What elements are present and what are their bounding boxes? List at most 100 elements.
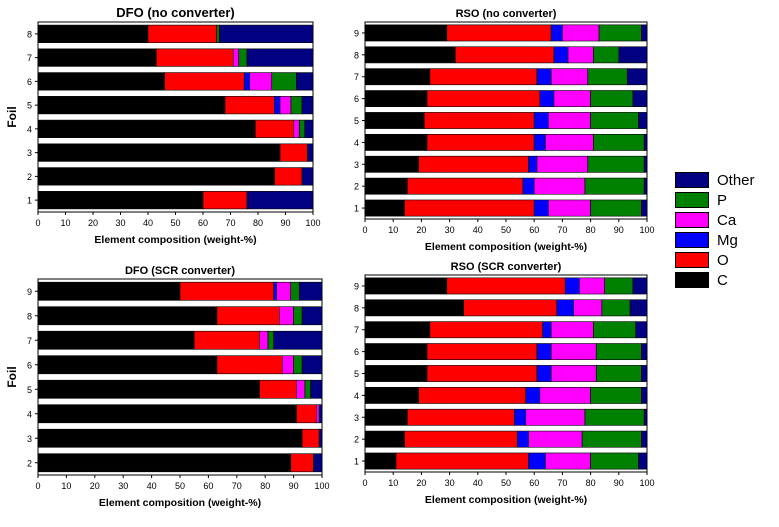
legend-label-other: Other <box>717 171 755 189</box>
bar-segment-mg-foil-1 <box>528 452 546 470</box>
bar-segment-o-foil-1 <box>395 452 529 470</box>
bar-segment-p-foil-5 <box>595 365 642 382</box>
bar-segment-other-foil-7 <box>246 48 314 67</box>
bar-segment-mg-foil-2 <box>522 177 535 195</box>
x-tick-label: 50 <box>501 225 511 235</box>
bar-segment-p-foil-2 <box>581 430 642 448</box>
chart-title: RSO (SCR converter) <box>451 261 562 273</box>
y-tick-label: 8 <box>354 303 359 313</box>
x-tick-label: 70 <box>225 218 235 228</box>
bar-segment-mg-foil-4 <box>533 133 546 151</box>
y-tick-label: 7 <box>354 72 359 82</box>
bar-segment-other-foil-7 <box>635 321 648 339</box>
x-tick-label: 60 <box>529 478 539 488</box>
legend-swatch-p <box>675 192 709 208</box>
bar-segment-mg-foil-9 <box>273 281 277 301</box>
bar-segment-o-foil-8 <box>216 306 280 326</box>
y-tick-label: 6 <box>354 347 359 357</box>
bar-segment-ca-foil-3 <box>536 155 589 173</box>
bar-segment-c-foil-7 <box>364 68 431 86</box>
y-tick-label: 3 <box>354 413 359 423</box>
bar-segment-p-foil-6 <box>590 90 634 108</box>
x-tick-label: 50 <box>501 478 511 488</box>
bar-segment-o-foil-7 <box>193 330 260 350</box>
x-tick-label: 100 <box>639 478 654 488</box>
bar-segment-p-foil-6 <box>271 72 297 91</box>
x-tick-label: 80 <box>260 481 270 491</box>
bar-segment-c-foil-2 <box>37 453 292 473</box>
x-tick-label: 100 <box>305 218 320 228</box>
bar-segment-ca-foil-7 <box>259 330 269 350</box>
bar-segment-mg-foil-7 <box>536 68 552 86</box>
legend-swatch-mg <box>675 232 709 248</box>
bar-segment-c-foil-4 <box>37 404 297 424</box>
bar-segment-p-foil-7 <box>587 68 628 86</box>
bar-segment-c-foil-3 <box>37 428 303 448</box>
bar-segment-p-foil-6 <box>293 355 303 375</box>
bar-segment-other-foil-1 <box>641 199 648 217</box>
bar-segment-o-foil-4 <box>418 386 527 404</box>
bar-segment-other-foil-3 <box>643 155 648 173</box>
bar-segment-other-foil-2 <box>313 453 323 473</box>
bar-segment-p-foil-8 <box>601 299 631 317</box>
bar-segment-o-foil-3 <box>301 428 320 448</box>
bar-segment-o-foil-4 <box>426 133 535 151</box>
y-tick-label: 5 <box>354 369 359 379</box>
bar-segment-other-foil-3 <box>643 408 648 426</box>
bar-segment-o-foil-7 <box>155 48 234 67</box>
y-tick-label: 4 <box>27 409 32 419</box>
legend-item-mg: Mg <box>675 230 738 250</box>
bar-segment-ca-foil-9 <box>276 281 292 301</box>
x-tick-label: 90 <box>280 218 290 228</box>
x-tick-label: 30 <box>115 218 125 228</box>
x-tick-label: 10 <box>61 481 71 491</box>
bar-segment-o-foil-3 <box>406 408 515 426</box>
x-tick-label: 100 <box>314 481 329 491</box>
bar-segment-o-foil-9 <box>446 277 566 295</box>
bar-segment-o-foil-5 <box>224 96 275 115</box>
bar-segment-mg-foil-6 <box>536 343 552 361</box>
bar-segment-o-foil-9 <box>179 281 275 301</box>
bar-segment-c-foil-1 <box>364 452 397 470</box>
bar-segment-o-foil-7 <box>429 68 538 86</box>
x-tick-label: 10 <box>60 218 70 228</box>
bar-segment-ca-foil-2 <box>528 430 583 448</box>
bar-segment-o-foil-8 <box>454 46 555 64</box>
x-tick-label: 20 <box>416 478 426 488</box>
y-tick-label: 1 <box>354 204 359 214</box>
legend-label-c: C <box>717 271 728 289</box>
legend-item-o: O <box>675 250 729 270</box>
bar-segment-o-foil-1 <box>202 191 248 210</box>
bar-segment-other-foil-6 <box>301 355 323 375</box>
bar-segment-c-foil-5 <box>37 379 260 399</box>
bar-segment-ca-foil-6 <box>281 355 294 375</box>
x-axis-label: Element composition (weight-%) <box>94 234 256 246</box>
x-tick-label: 0 <box>35 218 40 228</box>
bar-segment-c-foil-6 <box>364 90 428 108</box>
bar-segment-other-foil-3 <box>318 428 323 448</box>
x-tick-label: 40 <box>147 481 157 491</box>
bar-segment-o-foil-4 <box>254 119 295 138</box>
y-tick-label: 7 <box>354 325 359 335</box>
y-tick-label: 8 <box>354 50 359 60</box>
bar-segment-mg-foil-3 <box>528 155 538 173</box>
y-axis-label: Foil <box>5 106 19 127</box>
legend-label-p: P <box>717 191 728 209</box>
bar-segment-o-foil-5 <box>423 112 535 129</box>
x-tick-label: 70 <box>557 478 567 488</box>
x-tick-label: 20 <box>416 225 426 235</box>
x-tick-label: 30 <box>445 225 455 235</box>
bar-segment-p-foil-1 <box>590 199 642 217</box>
bar-segment-o-foil-2 <box>290 453 314 473</box>
bar-segment-other-foil-9 <box>632 277 648 295</box>
legend-label-o: O <box>717 251 729 269</box>
bar-segment-other-foil-8 <box>219 24 314 43</box>
y-tick-label: 3 <box>27 148 32 158</box>
bar-segment-other-foil-2 <box>641 430 648 448</box>
y-tick-label: 1 <box>27 196 32 206</box>
legend-label-mg: Mg <box>717 231 738 249</box>
bar-segment-other-foil-2 <box>643 177 648 195</box>
